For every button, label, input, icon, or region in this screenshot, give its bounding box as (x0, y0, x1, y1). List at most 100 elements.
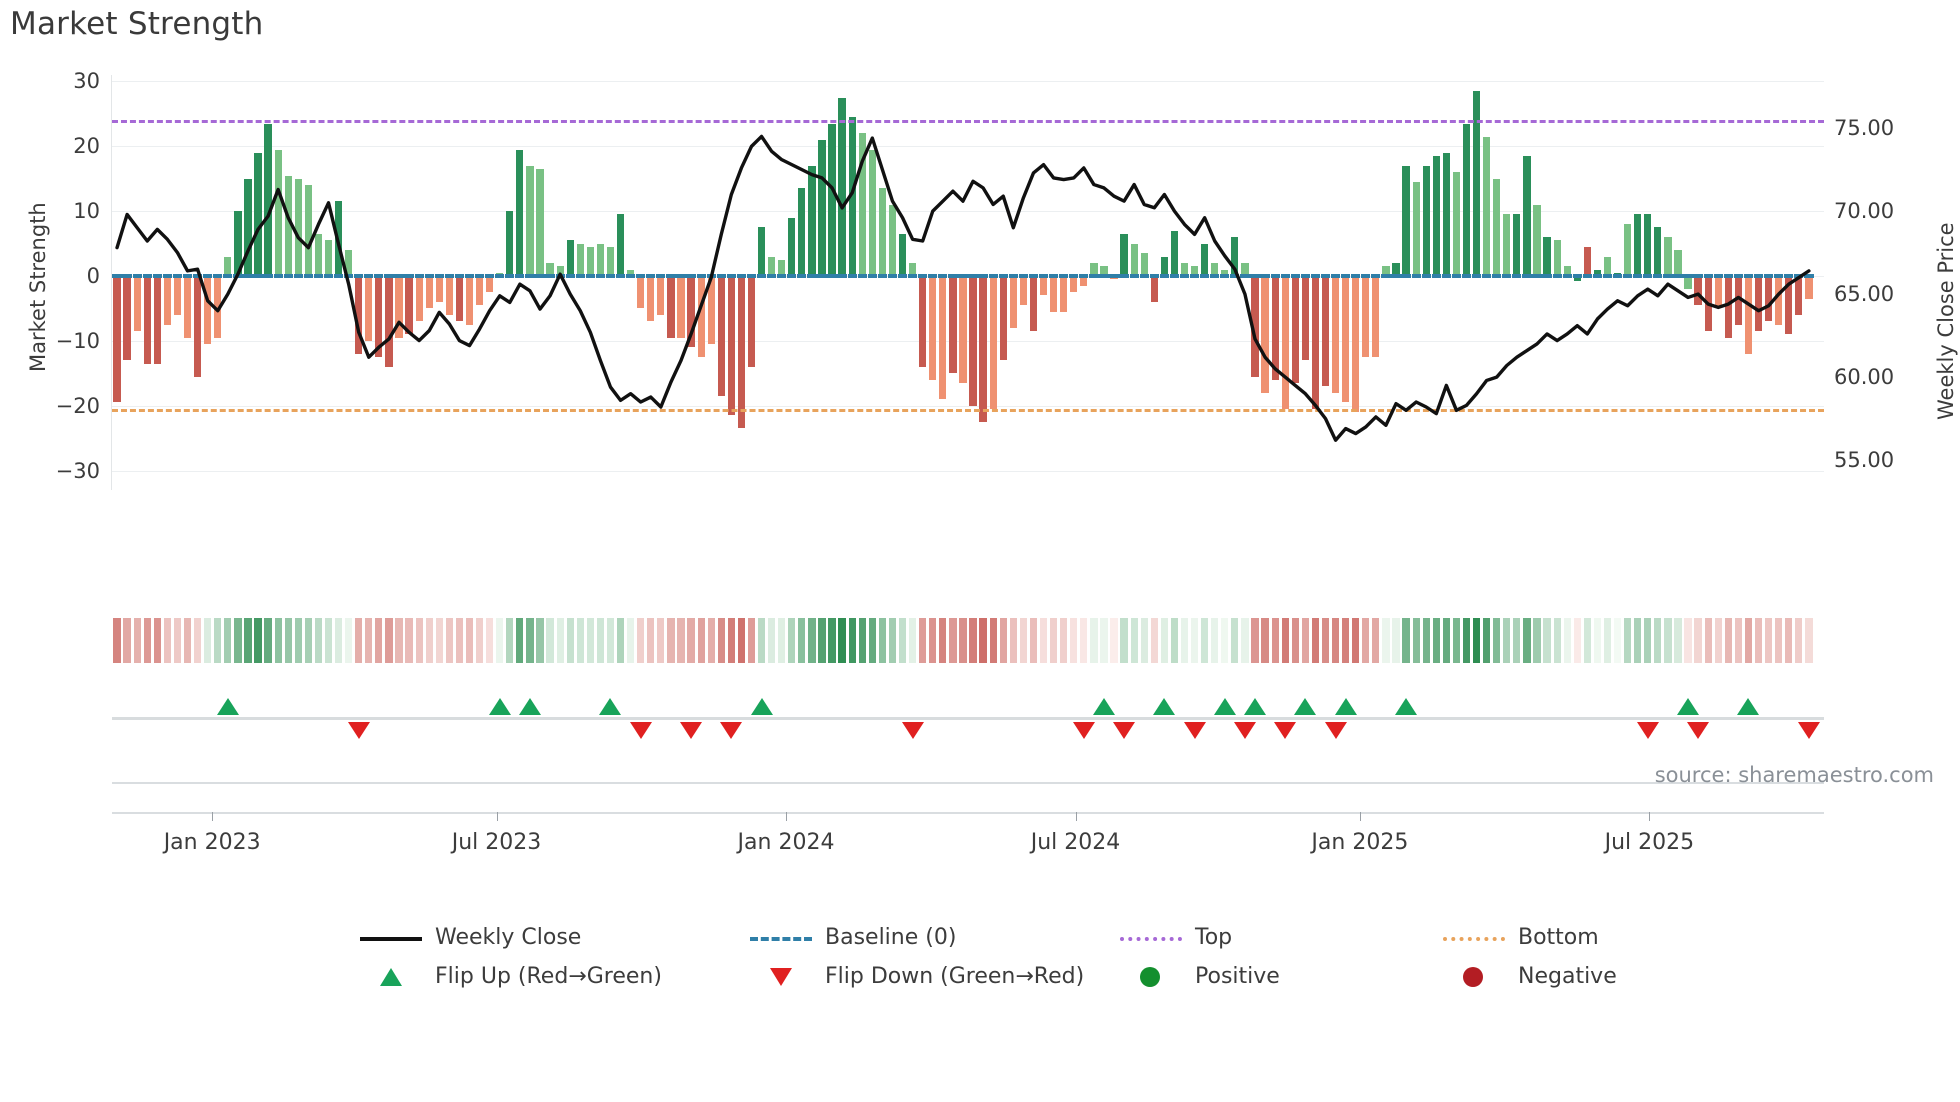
heatmap-cell (415, 618, 423, 663)
legend-item-flip-down[interactable]: Flip Down (Green→Red) (750, 964, 1084, 989)
flip-up-marker (599, 698, 622, 715)
baseline-tick (626, 274, 636, 279)
bar (1583, 246, 1591, 276)
baseline-tick (384, 274, 394, 279)
heatmap-cell (1472, 618, 1481, 663)
baseline-tick (333, 274, 344, 279)
baseline-tick (1240, 274, 1250, 279)
bar (1503, 214, 1511, 276)
baseline-tick (1582, 274, 1592, 279)
flip-down-marker (1274, 722, 1297, 739)
baseline-tick (1532, 274, 1542, 279)
gridline (112, 276, 1824, 278)
baseline-tick (253, 274, 263, 279)
baseline-tick (676, 274, 686, 279)
baseline-tick (716, 274, 726, 279)
legend-item-baseline[interactable]: Baseline (0) (750, 925, 956, 950)
baseline-tick (485, 274, 495, 279)
heatmap-cell (1533, 618, 1541, 663)
heatmap-cell (1483, 618, 1491, 663)
bar (637, 276, 645, 309)
baseline-tick (948, 274, 958, 279)
heatmap-cell (516, 618, 524, 663)
baseline-tick (1411, 274, 1421, 279)
bar (707, 276, 715, 345)
baseline-tick (1280, 274, 1290, 279)
baseline-tick (203, 274, 213, 279)
heatmap-cell (1513, 618, 1521, 663)
flip-axis-line (112, 717, 1824, 720)
flip-up-marker (518, 698, 541, 715)
flip-up-marker (1244, 698, 1266, 715)
bar (516, 149, 524, 276)
bar (596, 243, 605, 277)
bar (1150, 276, 1158, 302)
legend-item-weekly-close[interactable]: Weekly Close (360, 925, 581, 950)
heatmap-cell (486, 618, 494, 663)
legend-item-positive[interactable]: Positive (1120, 964, 1280, 989)
gridline (112, 340, 1824, 342)
heatmap-cell (596, 618, 605, 663)
heatmap-cell (737, 618, 746, 663)
heatmap-cell (173, 618, 182, 663)
bar (1392, 263, 1400, 277)
y-axis-right-label: Weekly Close Price (1934, 222, 1958, 420)
bar (385, 276, 393, 367)
baseline-tick (172, 274, 183, 279)
legend-item-flip-up[interactable]: Flip Up (Red→Green) (360, 964, 662, 989)
legend-item-top[interactable]: Top (1120, 925, 1232, 950)
bar (1120, 233, 1128, 276)
dot-green-icon (1120, 966, 1182, 987)
baseline-tick (565, 274, 575, 279)
weekly-close-path (115, 134, 1811, 442)
bar (1412, 181, 1420, 276)
bar (657, 276, 665, 315)
heatmap-cell (1231, 618, 1239, 663)
heatmap-cell (1140, 618, 1148, 663)
legend-item-bottom[interactable]: Bottom (1443, 925, 1599, 950)
bar (284, 175, 292, 276)
heatmap-cell (989, 618, 997, 663)
baseline-tick (1351, 274, 1361, 279)
bar (163, 276, 171, 325)
baseline-tick (1038, 274, 1049, 279)
bar (314, 233, 323, 276)
bar (647, 276, 655, 322)
bar (244, 178, 252, 277)
y-axis-left-tick-label: −30 (55, 458, 100, 483)
heatmap-cell (908, 618, 917, 663)
bar (506, 211, 514, 277)
bar (1060, 276, 1068, 312)
bar (1130, 243, 1138, 277)
flip-up-marker (1294, 698, 1317, 715)
bar (526, 165, 534, 277)
bar (838, 97, 846, 276)
flip-down-marker (1687, 722, 1710, 739)
heatmap-cell (1503, 618, 1511, 663)
baseline-tick (323, 274, 334, 279)
heatmap-cell (1754, 618, 1763, 663)
bar (1170, 230, 1179, 277)
bar (375, 276, 383, 358)
heatmap-cell (949, 618, 957, 663)
legend-label: Flip Down (Green→Red) (825, 964, 1085, 989)
heatmap-cell (1009, 618, 1017, 663)
heatmap-cell (1261, 618, 1269, 663)
x-axis-tick-label: Jan 2023 (163, 830, 261, 855)
heatmap-cell (193, 618, 202, 663)
legend-item-negative[interactable]: Negative (1443, 964, 1617, 989)
heatmap-cell (1462, 618, 1471, 663)
bar (1211, 263, 1219, 277)
flip-down-marker (901, 722, 924, 739)
baseline-tick (535, 274, 545, 279)
bar (173, 276, 182, 315)
baseline-tick (686, 274, 696, 279)
weekly-close-line (115, 134, 1811, 442)
bar (1090, 263, 1098, 277)
bar (1432, 156, 1440, 276)
baseline-tick (1703, 274, 1713, 279)
heatmap-cell (1039, 618, 1048, 663)
flip-up-marker (1334, 698, 1357, 715)
baseline-tick (1381, 274, 1391, 279)
baseline-tick (1633, 274, 1643, 279)
